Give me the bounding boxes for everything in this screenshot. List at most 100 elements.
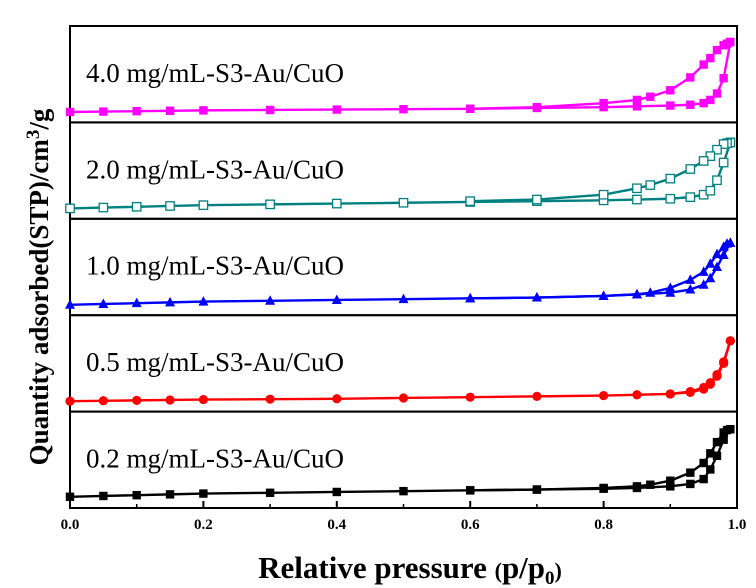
data-point	[599, 483, 608, 493]
data-point	[719, 435, 728, 444]
data-point	[706, 449, 715, 458]
data-point	[99, 491, 108, 501]
data-point	[399, 104, 408, 114]
data-point	[665, 193, 676, 204]
data-point	[685, 274, 696, 284]
data-point	[132, 490, 141, 500]
data-point	[706, 465, 715, 474]
data-point	[712, 45, 722, 55]
data-point	[398, 393, 409, 403]
x-tick-label: 0.2	[194, 517, 213, 533]
x-tick-label: 0.6	[461, 517, 480, 533]
panels: 4.0 mg/mL-S3-Au/CuO 2.0 mg/mL-S3-Au/CuO 1.…	[65, 25, 738, 510]
data-point	[265, 199, 275, 210]
data-point	[719, 74, 728, 83]
data-point	[632, 482, 642, 491]
data-point	[666, 101, 675, 110]
data-point	[712, 89, 722, 98]
data-point	[532, 102, 542, 112]
data-point	[706, 95, 715, 105]
data-point	[632, 95, 642, 105]
data-point	[199, 489, 208, 498]
series-label: 2.0 mg/mL-S3-Au/CuO	[86, 154, 344, 184]
data-point	[646, 92, 655, 101]
data-point	[199, 106, 208, 115]
data-point	[712, 437, 722, 447]
data-point	[705, 185, 716, 196]
x-tick-label: 0.8	[594, 517, 613, 533]
data-point	[685, 386, 695, 397]
data-point	[98, 396, 108, 406]
data-point	[645, 287, 656, 297]
data-point	[705, 258, 716, 268]
data-point	[331, 294, 342, 304]
data-point	[632, 194, 642, 205]
panel: 0.5 mg/mL-S3-Au/CuO	[65, 314, 738, 413]
data-point	[465, 292, 476, 303]
data-point	[165, 106, 175, 115]
data-point	[718, 241, 729, 251]
data-point	[631, 288, 642, 299]
data-point	[165, 201, 175, 211]
data-point	[599, 390, 609, 401]
data-point	[98, 298, 109, 308]
data-point	[398, 197, 409, 208]
data-point	[632, 102, 642, 111]
data-point	[131, 297, 142, 308]
data-point	[719, 41, 728, 50]
series-label: 1.0 mg/mL-S3-Au/CuO	[86, 251, 344, 281]
data-point	[332, 394, 342, 404]
panel: 2.0 mg/mL-S3-Au/CuO	[65, 121, 738, 220]
data-point	[265, 394, 275, 404]
series-label: 0.2 mg/mL-S3-Au/CuO	[86, 444, 344, 474]
data-point	[165, 296, 176, 307]
data-point	[699, 474, 708, 484]
data-point	[699, 98, 708, 108]
data-point	[712, 370, 722, 380]
data-point	[532, 391, 542, 401]
data-point	[686, 100, 695, 109]
data-point	[65, 492, 75, 501]
data-point	[685, 192, 696, 202]
data-point	[685, 164, 696, 174]
data-point	[699, 60, 708, 69]
data-point	[198, 296, 209, 306]
data-point	[719, 357, 729, 367]
data-point	[598, 189, 609, 200]
data-point	[331, 198, 342, 209]
data-point	[98, 202, 109, 213]
data-point	[598, 290, 609, 300]
data-point	[165, 395, 175, 405]
data-point	[265, 295, 276, 305]
data-point	[699, 382, 709, 393]
data-point	[198, 394, 208, 405]
data-point	[686, 479, 695, 489]
x-axis-ticks: 0.0 0.2 0.4 0.6 0.8 1.0	[61, 501, 746, 533]
data-point	[645, 180, 656, 190]
series-label: 4.0 mg/mL-S3-Au/CuO	[86, 58, 344, 88]
data-point	[398, 293, 409, 304]
x-axis-title: Relative pressure (p/p0)	[258, 550, 562, 588]
data-point	[666, 476, 675, 485]
data-point	[712, 175, 722, 186]
data-point	[646, 480, 655, 489]
y-axis-title: Quantity adsorbed(STP)/cm3/g	[23, 108, 54, 465]
data-point	[532, 194, 542, 205]
data-point	[719, 428, 728, 437]
data-point	[599, 98, 608, 108]
data-point	[332, 105, 341, 114]
data-point	[65, 107, 75, 117]
data-point	[711, 248, 722, 259]
data-point	[532, 485, 542, 494]
data-point	[632, 183, 642, 194]
data-point	[698, 279, 709, 289]
data-point	[665, 287, 676, 297]
data-point	[666, 482, 675, 491]
data-point	[712, 144, 722, 155]
data-point	[265, 488, 275, 497]
data-point	[632, 390, 642, 400]
data-point	[665, 173, 676, 184]
data-point	[531, 292, 542, 302]
data-point	[465, 392, 475, 402]
data-point	[705, 378, 715, 388]
